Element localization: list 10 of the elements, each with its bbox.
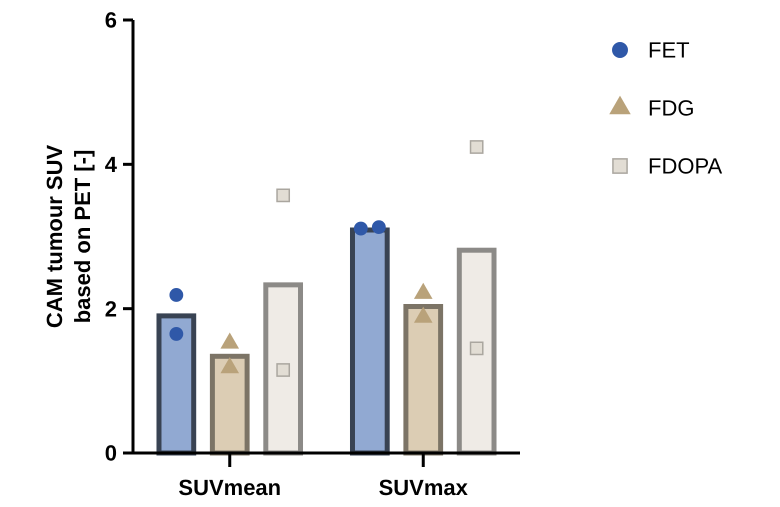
y-tick-label: 4 [104, 152, 118, 178]
y-tick-label: 0 [104, 440, 117, 466]
x-tick-label: SUVmean [178, 475, 282, 500]
legend-label: FDOPA [648, 154, 722, 179]
y-tick-label: 2 [104, 296, 117, 322]
y-tick-label: 6 [104, 8, 117, 33]
x-tick-label: SUVmax [378, 475, 469, 500]
legend-label: FET [648, 38, 690, 63]
y-axis-title: CAM tumour SUV based on PET [-] [42, 144, 95, 328]
legend-label: FDG [648, 96, 694, 121]
